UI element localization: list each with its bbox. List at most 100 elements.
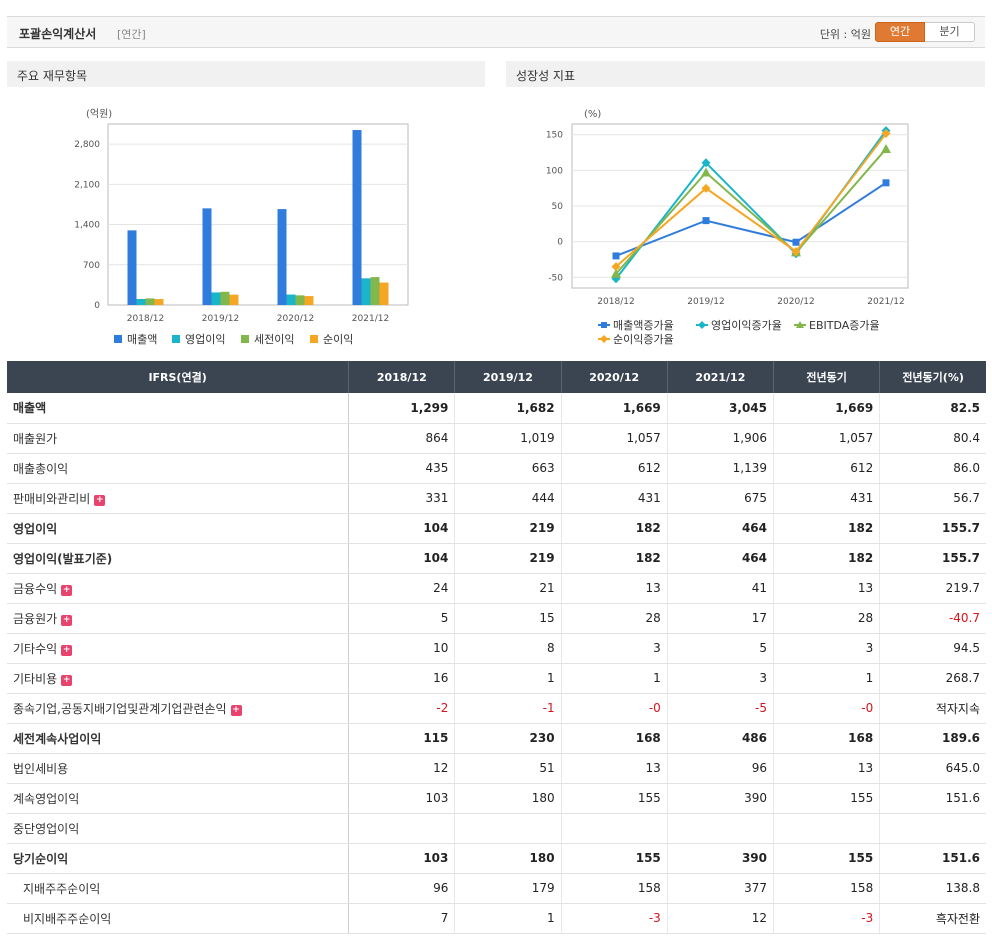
- table-cell: 103: [348, 783, 456, 814]
- unit-label: 단위 : 억원: [819, 28, 871, 41]
- table-cell: 7: [348, 903, 456, 934]
- table-cell: 82.5: [879, 393, 986, 424]
- table-cell: 12: [667, 903, 775, 934]
- data-point: [701, 158, 711, 168]
- x-tick-label: 2021/12: [352, 314, 389, 324]
- row-label-text: 기타비용: [13, 671, 58, 686]
- table-cell: 8: [454, 633, 562, 664]
- table-cell: 435: [348, 453, 456, 484]
- expand-plus-icon[interactable]: +: [61, 644, 73, 656]
- row-label[interactable]: 종속기업,공동지배기업및관계기업관련손익 +: [7, 693, 350, 724]
- table-cell: 151.6: [879, 783, 986, 814]
- table-cell: 179: [454, 873, 562, 904]
- row-label[interactable]: 기타비용 +: [7, 663, 350, 694]
- table-cell: 13: [773, 753, 881, 784]
- statement-header-bar: 포괄손익계산서 [연간] 단위 : 억원 연간 분기: [7, 16, 985, 48]
- expand-plus-icon[interactable]: +: [230, 704, 242, 716]
- plot-area: [107, 123, 409, 306]
- table-cell: 1,299: [348, 393, 456, 424]
- table-cell: 180: [454, 783, 562, 814]
- x-tick-label: 2019/12: [687, 297, 724, 307]
- table-cell: 1,669: [773, 393, 881, 424]
- expand-plus-icon[interactable]: +: [61, 584, 73, 596]
- row-label: 계속영업이익: [7, 783, 350, 814]
- table-cell: 1,019: [454, 423, 562, 454]
- table-cell: 12: [348, 753, 456, 784]
- table-cell: 115: [348, 723, 456, 754]
- table-cell: 1,139: [667, 453, 775, 484]
- row-label-text: 영업이익(발표기준): [13, 551, 113, 566]
- row-label-text: 기타수익: [13, 641, 58, 656]
- data-point: [611, 268, 621, 278]
- table-row: 법인세비용 12 51 13 96 13 645.0: [7, 753, 986, 784]
- annual-tab-button[interactable]: 연간: [875, 22, 925, 42]
- row-label: 영업이익: [7, 513, 350, 544]
- table-row: 비지배주주순이익 7 1 -3 12 -3 흑자전환: [7, 903, 986, 934]
- table-cell: -1: [454, 693, 562, 724]
- bar: [361, 278, 371, 305]
- expand-plus-icon[interactable]: +: [61, 614, 73, 626]
- legend-marker: [600, 335, 608, 343]
- table-cell: 28: [773, 603, 881, 634]
- y-tick-label: 2,800: [74, 140, 100, 150]
- table-cell: 230: [454, 723, 562, 754]
- x-tick-label: 2019/12: [202, 314, 239, 324]
- table-cell: -0: [773, 693, 881, 724]
- y-axis-unit-label: (%): [584, 109, 601, 120]
- header-period: 2021/12: [667, 361, 775, 393]
- table-row: 판매비와관리비 +331 444 431 675 431 56.7: [7, 483, 986, 514]
- row-label[interactable]: 판매비와관리비 +: [7, 483, 350, 514]
- row-label: 법인세비용: [7, 753, 350, 784]
- table-cell: 444: [454, 483, 562, 514]
- table-cell: 431: [773, 483, 881, 514]
- table-cell: 17: [667, 603, 775, 634]
- legend-marker: [698, 321, 706, 329]
- x-tick-label: 2018/12: [127, 314, 164, 324]
- quarter-tab-button[interactable]: 분기: [925, 22, 975, 42]
- row-label-text: 비지배주주순이익: [23, 911, 112, 926]
- bar: [286, 294, 296, 305]
- table-cell: [667, 813, 775, 844]
- data-point: [701, 183, 711, 193]
- row-label[interactable]: 기타수익 +: [7, 633, 350, 664]
- table-cell: 486: [667, 723, 775, 754]
- row-label[interactable]: 금융수익 +: [7, 573, 350, 604]
- table-cell: 21: [454, 573, 562, 604]
- key-financials-bar-chart: (억원) 0 700 1,400 2,100 2,800 2018/12 2019/12 202…: [74, 108, 409, 346]
- table-cell: 864: [348, 423, 456, 454]
- table-cell: 적자지속: [879, 693, 986, 724]
- table-cell: 3: [561, 633, 668, 664]
- row-label-text: 계속영업이익: [13, 791, 80, 806]
- row-label-text: 금융수익: [13, 581, 58, 596]
- growth-line-chart: (%) -50 0 50 100 150 2018/12 2019/12 2020/12 2021…: [546, 109, 909, 346]
- table-cell: 80.4: [879, 423, 986, 454]
- table-cell: [773, 813, 881, 844]
- table-cell: 219.7: [879, 573, 986, 604]
- table-cell: 158: [773, 873, 881, 904]
- expand-plus-icon[interactable]: +: [61, 674, 73, 686]
- table-cell: 13: [561, 753, 668, 784]
- table-cell: 1,057: [773, 423, 881, 454]
- bar: [145, 298, 155, 305]
- table-cell: 16: [348, 663, 456, 694]
- legend-label: 세전이익: [254, 333, 294, 346]
- table-cell: 182: [561, 513, 668, 544]
- expand-plus-icon[interactable]: +: [94, 494, 106, 506]
- legend-swatch: [310, 335, 318, 343]
- row-label[interactable]: 금융원가 +: [7, 603, 350, 634]
- data-point: [612, 252, 620, 260]
- table-cell: 158: [561, 873, 668, 904]
- row-label-text: 법인세비용: [13, 761, 69, 776]
- table-cell: 182: [773, 513, 881, 544]
- x-tick-label: 2020/12: [277, 314, 314, 324]
- table-cell: 1,906: [667, 423, 775, 454]
- legend-label: 영업이익증가율: [711, 319, 782, 332]
- table-cell: 219: [454, 543, 562, 574]
- row-label-text: 매출원가: [13, 431, 58, 446]
- data-point: [881, 129, 891, 139]
- legend-label: EBITDA증가율: [809, 319, 880, 332]
- table-cell: 103: [348, 843, 456, 874]
- table-cell: 28: [561, 603, 668, 634]
- table-cell: 331: [348, 483, 456, 514]
- row-label-text: 종속기업,공동지배기업및관계기업관련손익: [13, 701, 227, 716]
